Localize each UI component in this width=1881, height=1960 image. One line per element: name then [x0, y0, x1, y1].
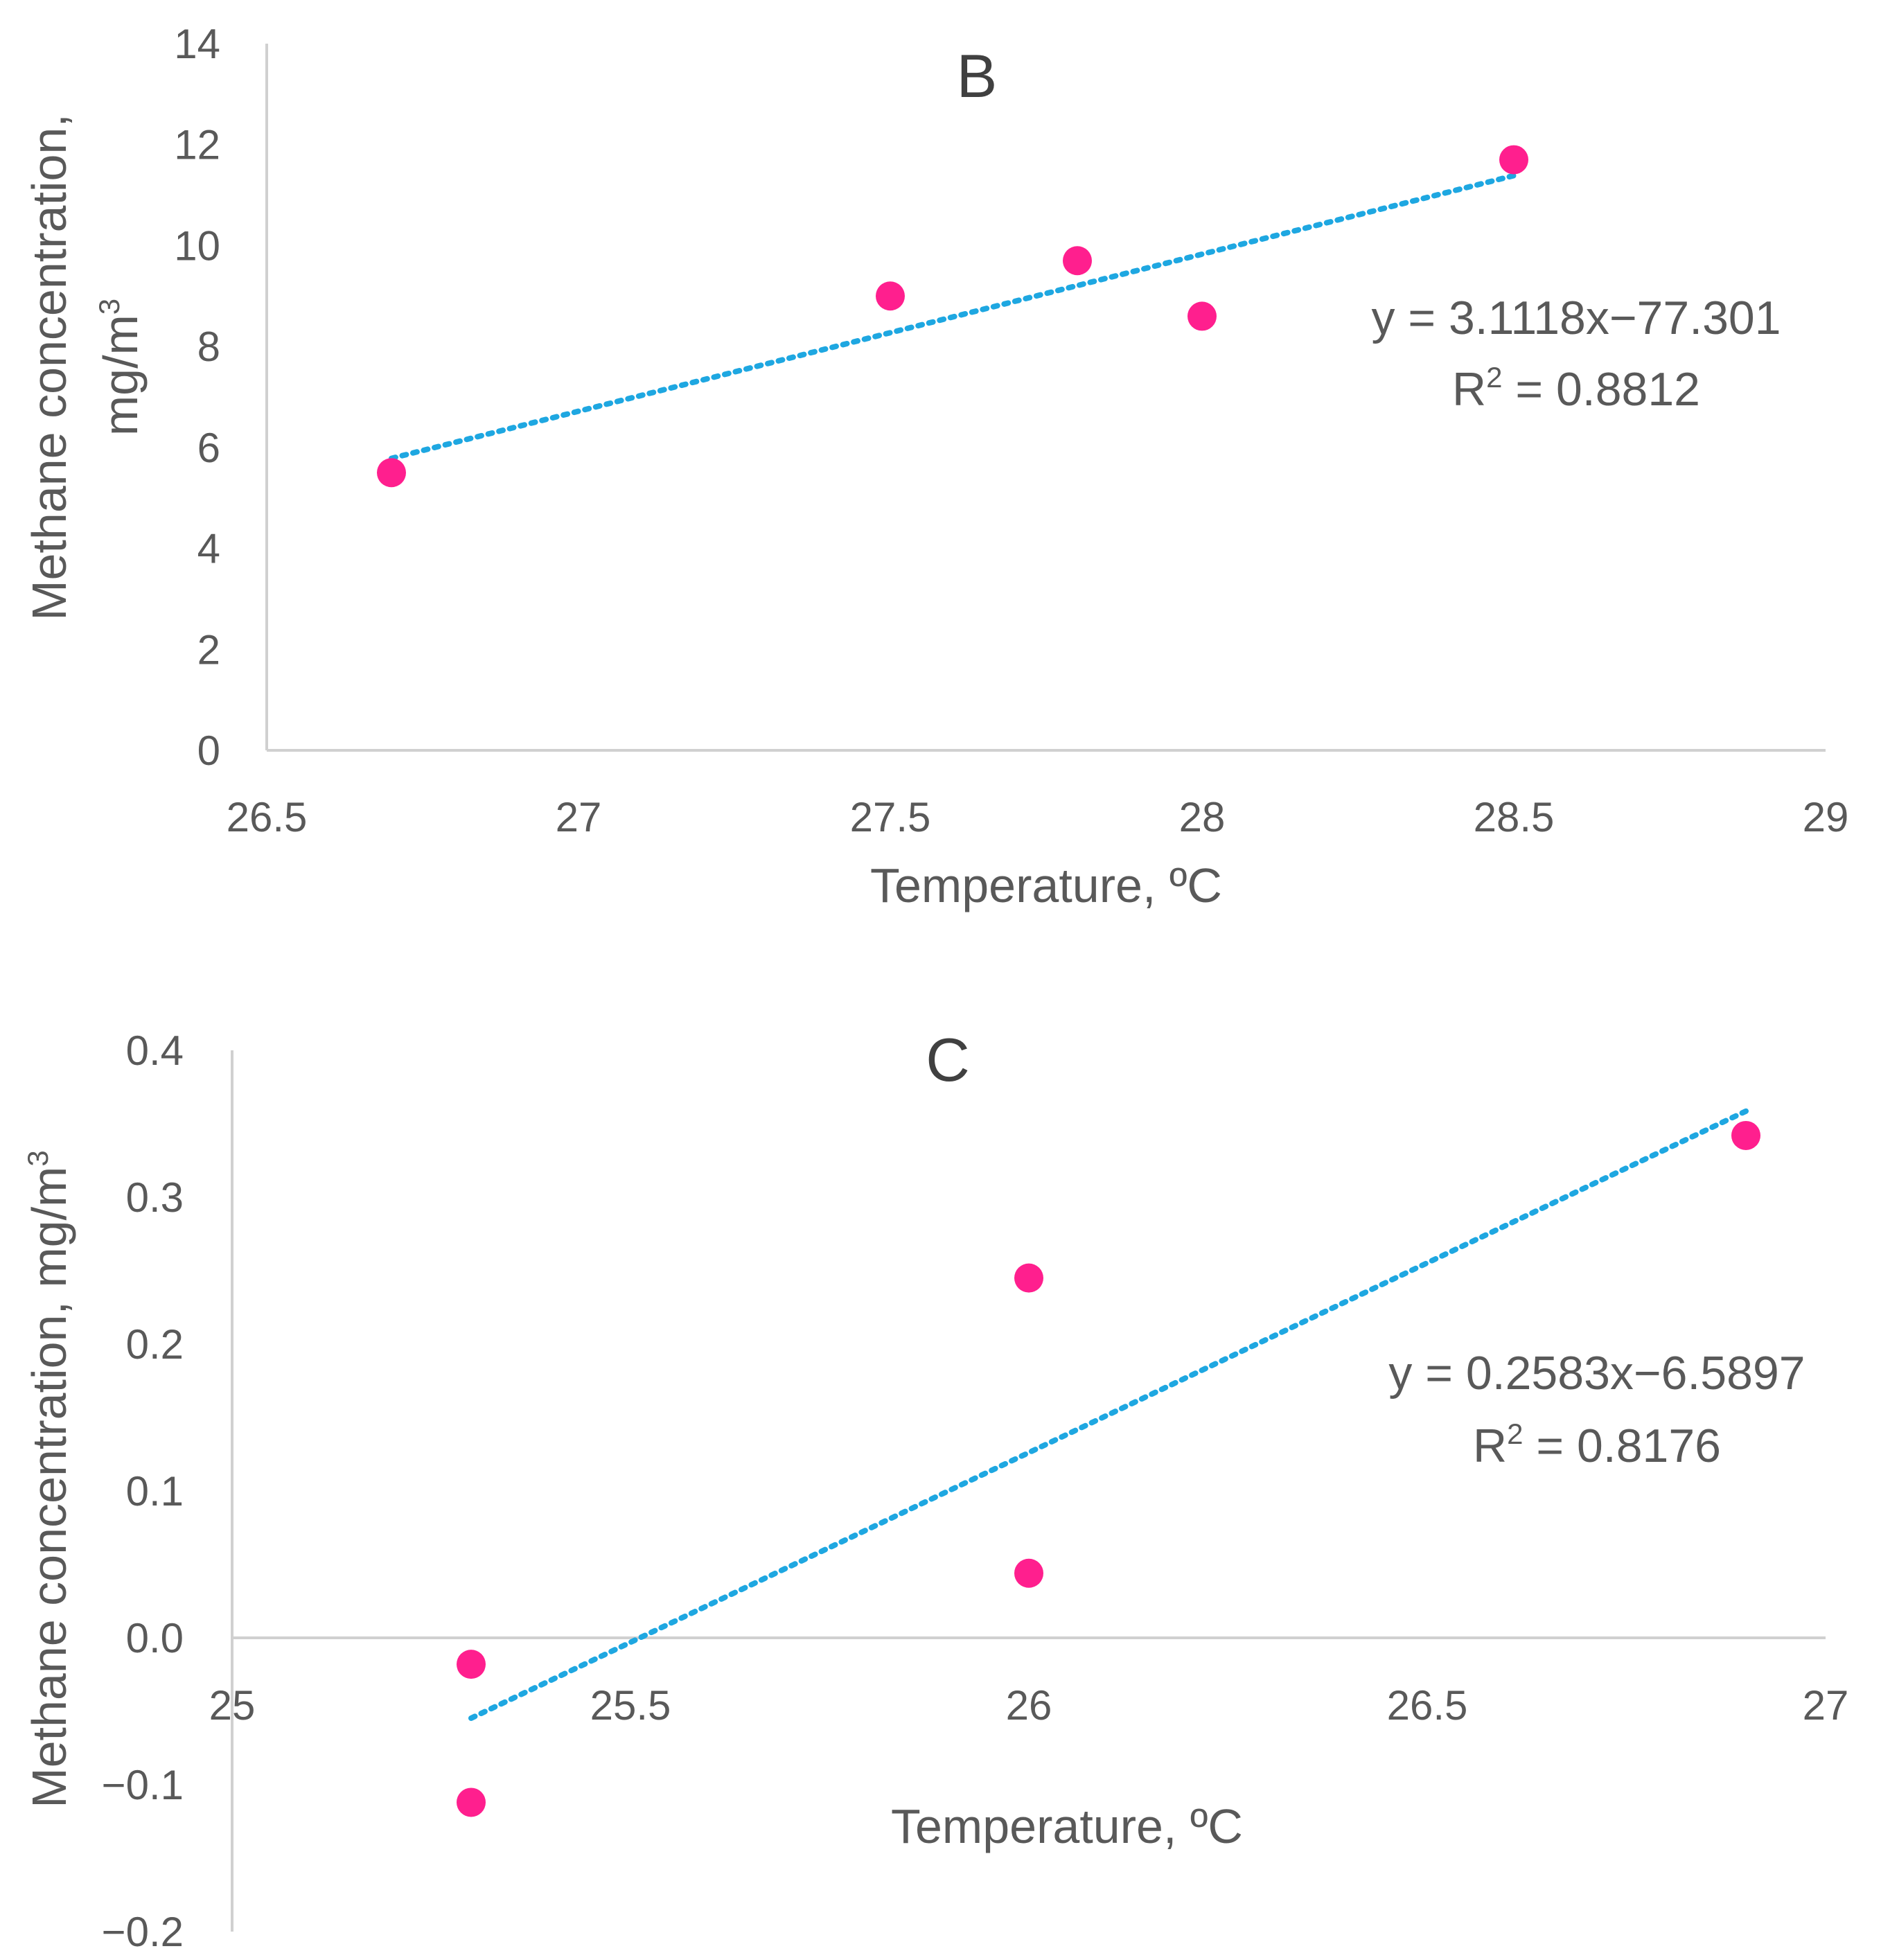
- chart-b-y-tick-label: 12: [174, 122, 220, 168]
- chart-b-data-point: [1063, 246, 1092, 276]
- chart-c-panel-label: C: [926, 1025, 970, 1094]
- chart-c-x-axis-title: Temperature, ºC: [891, 1799, 1243, 1853]
- chart-b-x-tick-label: 26.5: [227, 794, 308, 840]
- chart-b-data-point: [1187, 301, 1217, 331]
- chart-b-r-squared: R2 = 0.8812: [1452, 361, 1700, 416]
- chart-b: B Methane concentration, mg/m3 Temperatu…: [22, 21, 1848, 912]
- chart-b-y-axis-title-units: mg/m3: [93, 299, 148, 436]
- chart-c-y-axis-title: Methane concentration, mg/m3: [21, 1150, 76, 1808]
- chart-b-trendline: [389, 173, 1517, 461]
- chart-c-y-tick-label: −0.2: [102, 1909, 184, 1955]
- chart-b-y-tick-label: 8: [197, 324, 220, 370]
- chart-c-data-point: [1731, 1120, 1760, 1150]
- chart-c-y-tick-label: 0.1: [126, 1468, 184, 1515]
- chart-b-y-tick-label: 4: [197, 526, 220, 572]
- chart-c-r-squared: R2 = 0.8176: [1473, 1418, 1721, 1472]
- chart-b-x-tick-label: 28: [1179, 794, 1226, 840]
- chart-b-data-point: [876, 281, 905, 311]
- chart-c-data-point: [457, 1650, 486, 1679]
- chart-c-x-tick-label: 27: [1803, 1682, 1849, 1729]
- chart-b-y-tick-label: 0: [197, 727, 220, 774]
- chart-b-trend-equation: y = 3.1118x−77.301: [1371, 292, 1781, 344]
- chart-c-y-tick-label: 0.0: [126, 1615, 184, 1661]
- chart-c-trend-equation: y = 0.2583x−6.5897: [1388, 1347, 1805, 1400]
- chart-b-x-tick-label: 29: [1803, 794, 1849, 840]
- chart-b-y-tick-label: 6: [197, 425, 220, 471]
- chart-b-x-tick-label: 28.5: [1474, 794, 1555, 840]
- chart-b-y-axis-title: Methane concentration,: [22, 114, 76, 621]
- chart-c-trendline: [468, 1108, 1749, 1721]
- chart-c-data-point: [457, 1787, 486, 1817]
- chart-b-x-tick-label: 27.5: [850, 794, 931, 840]
- chart-b-y-tick-label: 10: [174, 222, 220, 269]
- chart-c-x-tick-label: 26.5: [1387, 1682, 1468, 1729]
- chart-b-panel-label: B: [957, 42, 998, 110]
- chart-b-data-point: [1499, 145, 1528, 175]
- chart-c-data-point: [1014, 1558, 1043, 1588]
- chart-c-y-tick-label: 0.3: [126, 1174, 184, 1221]
- chart-c-y-tick-label: 0.2: [126, 1321, 184, 1368]
- chart-b-y-tick-label: 14: [174, 21, 220, 67]
- chart-c-y-tick-label: 0.4: [126, 1027, 184, 1074]
- chart-c-data-point: [1014, 1263, 1043, 1293]
- chart-b-x-tick-label: 27: [556, 794, 602, 840]
- chart-c-x-tick-label: 25: [209, 1682, 256, 1729]
- chart-b-x-axis-title: Temperature, ºC: [870, 858, 1222, 912]
- chart-c-x-tick-label: 25.5: [590, 1682, 671, 1729]
- chart-b-data-point: [377, 458, 406, 488]
- chart-c-x-tick-label: 26: [1006, 1682, 1052, 1729]
- chart-c-y-tick-label: −0.1: [102, 1762, 184, 1808]
- chart-b-y-tick-label: 2: [197, 626, 220, 673]
- chart-c: C Methane concentration, mg/m3 Temperatu…: [21, 1025, 1848, 1955]
